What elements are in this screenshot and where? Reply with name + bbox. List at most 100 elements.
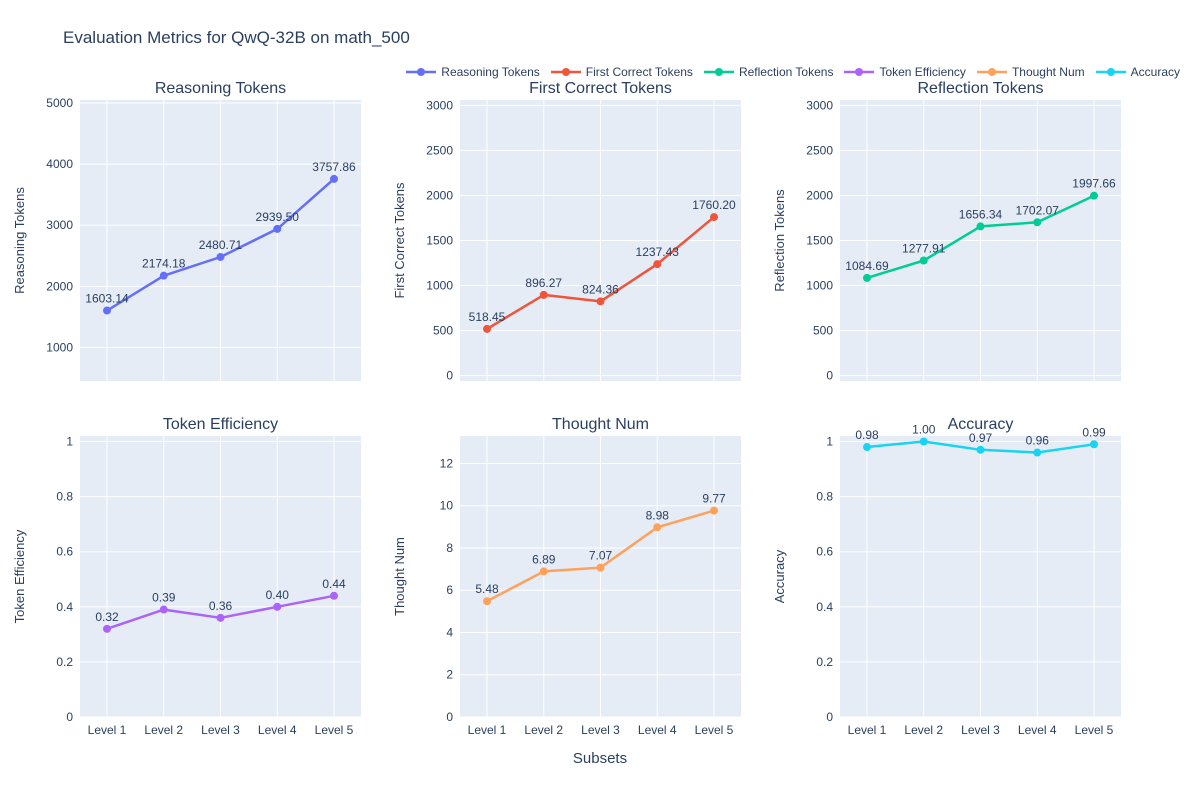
legend-item-label: Thought Num	[1011, 65, 1085, 79]
data-point-label: 1997.66	[1072, 177, 1116, 191]
subplot-title: First Correct Tokens	[529, 80, 672, 97]
y-tick-label: 0.8	[816, 490, 833, 504]
y-axis-title: First Correct Tokens	[392, 182, 407, 299]
data-point[interactable]	[919, 256, 928, 265]
data-point[interactable]	[216, 252, 225, 261]
x-tick-label: Level 2	[904, 723, 943, 737]
y-tick-label: 2000	[806, 188, 833, 202]
data-point[interactable]	[1033, 448, 1042, 457]
subplot-title: Accuracy	[948, 416, 1014, 433]
y-axis-title: Token Efficiency	[12, 529, 27, 623]
data-point[interactable]	[159, 605, 168, 614]
data-point-label: 5.48	[475, 582, 499, 596]
legend-item-accuracy[interactable]: Accuracy	[1095, 65, 1180, 79]
legend-item-label: First Correct Tokens	[585, 65, 693, 79]
data-point[interactable]	[596, 563, 605, 572]
x-tick-label: Level 3	[961, 723, 1000, 737]
data-point[interactable]	[653, 260, 662, 269]
data-point[interactable]	[483, 597, 491, 606]
data-point[interactable]	[483, 324, 491, 333]
y-tick-label: 0	[446, 369, 453, 383]
x-axis-title: Subsets	[572, 750, 628, 767]
data-point-label: 518.45	[469, 310, 506, 324]
data-point-label: 3757.86	[312, 160, 356, 174]
y-tick-label: 4000	[46, 157, 73, 171]
x-tick-label: Level 4	[1018, 723, 1057, 737]
data-point[interactable]	[596, 297, 605, 306]
data-point-label: 1084.69	[845, 259, 889, 273]
y-tick-label: 0	[446, 710, 453, 724]
data-point[interactable]	[710, 506, 718, 515]
x-tick-label: Level 5	[695, 723, 734, 737]
data-point[interactable]	[1033, 218, 1042, 227]
y-tick-label: 4	[446, 625, 453, 639]
legend-line-marker-icon	[976, 68, 1007, 76]
data-point[interactable]	[653, 523, 662, 532]
data-point[interactable]	[539, 567, 548, 576]
data-point[interactable]	[1090, 440, 1098, 449]
data-point[interactable]	[273, 224, 282, 233]
data-point-label: 0.99	[1082, 425, 1106, 439]
legend-line-marker-icon	[550, 68, 581, 76]
data-point-label: 0.97	[969, 431, 993, 445]
legend-item-first-correct-tokens[interactable]: First Correct Tokens	[550, 65, 693, 79]
y-tick-label: 0.6	[816, 545, 833, 559]
data-point[interactable]	[103, 624, 111, 633]
subplot-reasoning-tokens: 1000 2000 3000 4000 5000 Reasoning Tokens Reas…	[0, 76, 380, 393]
data-point[interactable]	[330, 591, 338, 600]
subplot-first-correct-tokens: 0 500 1000 1500 2000 2500 3000 First Correct To…	[380, 76, 760, 393]
data-point[interactable]	[710, 213, 718, 222]
x-tick-label: Level 4	[638, 723, 677, 737]
data-point-label: 0.98	[855, 428, 879, 442]
data-point-label: 1277.91	[902, 242, 946, 256]
data-point[interactable]	[919, 437, 928, 446]
data-point[interactable]	[159, 271, 168, 280]
data-point-label: 8.98	[646, 508, 670, 522]
legend-item-token-efficiency[interactable]: Token Efficiency	[844, 65, 966, 79]
legend-item-reasoning-tokens[interactable]: Reasoning Tokens	[406, 65, 540, 79]
y-tick-label: 0	[826, 710, 833, 724]
subplot-accuracy: 0 0.2 0.4 0.6 0.8 1 Level 1 Level 2 Level 3 Level…	[760, 412, 1140, 765]
data-point[interactable]	[976, 222, 985, 231]
y-tick-label: 5000	[46, 96, 73, 110]
x-tick-label: Level 1	[88, 723, 127, 737]
legend-line-marker-icon	[703, 68, 734, 76]
data-point[interactable]	[863, 443, 871, 452]
data-point-label: 1702.07	[1016, 203, 1060, 217]
y-tick-label: 8	[446, 541, 453, 555]
data-point[interactable]	[976, 445, 985, 454]
y-tick-label: 2	[446, 668, 453, 682]
y-tick-label: 2500	[426, 143, 453, 157]
y-tick-label: 0.6	[56, 545, 73, 559]
y-tick-label: 2000	[46, 279, 73, 293]
data-point-label: 6.89	[532, 552, 556, 566]
data-point-label: 1237.43	[636, 245, 680, 259]
legend-item-thought-num[interactable]: Thought Num	[976, 65, 1085, 79]
legend-line-marker-icon	[406, 68, 437, 76]
x-tick-label: Level 3	[581, 723, 620, 737]
y-tick-label: 0.4	[56, 600, 73, 614]
y-tick-label: 3000	[46, 218, 73, 232]
subplot-title: Thought Num	[552, 416, 649, 433]
data-point[interactable]	[863, 273, 871, 282]
data-point-label: 896.27	[525, 276, 562, 290]
data-point[interactable]	[216, 613, 225, 622]
data-point[interactable]	[1090, 191, 1098, 200]
legend-line-marker-icon	[1095, 68, 1126, 76]
data-point[interactable]	[539, 290, 548, 299]
data-point-label: 2480.71	[199, 238, 243, 252]
y-tick-label: 1000	[806, 279, 833, 293]
data-point[interactable]	[273, 602, 282, 611]
legend-item-label: Token Efficiency	[879, 65, 966, 79]
data-point[interactable]	[103, 306, 111, 315]
data-point[interactable]	[330, 174, 338, 183]
subplot-token-efficiency: 0 0.2 0.4 0.6 0.8 1 Level 1 Level 2 Level 3 Level…	[0, 412, 380, 765]
subplot-thought-num: 0 2 4 6 8 10 12 Level 1 Level 2 Level 3 Level 4 Lev…	[380, 412, 760, 765]
y-tick-label: 500	[433, 324, 453, 338]
x-tick-label: Level 3	[201, 723, 240, 737]
legend-item-reflection-tokens[interactable]: Reflection Tokens	[703, 65, 833, 79]
data-point-label: 0.44	[322, 577, 346, 591]
legend-line-marker-icon	[844, 68, 875, 76]
subplot-title: Reasoning Tokens	[155, 80, 286, 97]
